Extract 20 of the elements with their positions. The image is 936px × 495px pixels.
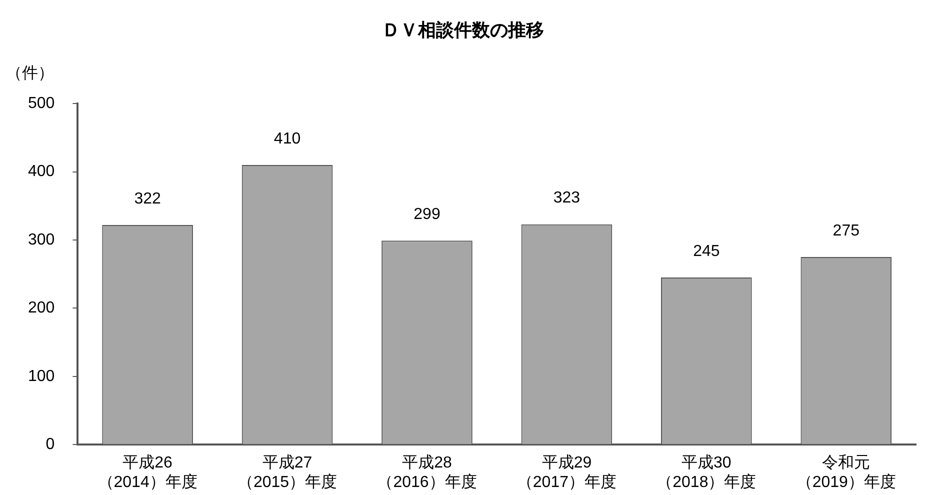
- y-tick-label: 300: [28, 231, 55, 248]
- x-tick-label: 令和元（2019）年度: [796, 454, 896, 491]
- y-tick-label: 500: [28, 95, 55, 112]
- data-label: 275: [832, 222, 860, 240]
- y-tick-label: 200: [28, 300, 55, 317]
- data-label: 322: [134, 190, 161, 208]
- data-label: 410: [274, 130, 301, 148]
- chart-title: ＤＶ相談件数の推移: [382, 20, 544, 40]
- y-tick-label: 400: [28, 163, 55, 180]
- x-tick-label: 平成27（2015）年度: [237, 454, 338, 491]
- x-tick-label: 平成28（2016）年度: [377, 454, 477, 491]
- x-tick-label: 平成26（2014）年度: [98, 454, 198, 491]
- x-tick-label: 平成29（2017）年度: [516, 454, 617, 491]
- y-tick-label: 100: [28, 368, 55, 385]
- y-axis-title: （件）: [6, 65, 54, 82]
- data-label: 299: [414, 206, 440, 224]
- data-label: 245: [693, 242, 720, 260]
- y-tick-label: 0: [46, 436, 55, 454]
- data-label: 323: [553, 190, 580, 207]
- x-tick-label: 平成30（2018）年度: [656, 454, 756, 491]
